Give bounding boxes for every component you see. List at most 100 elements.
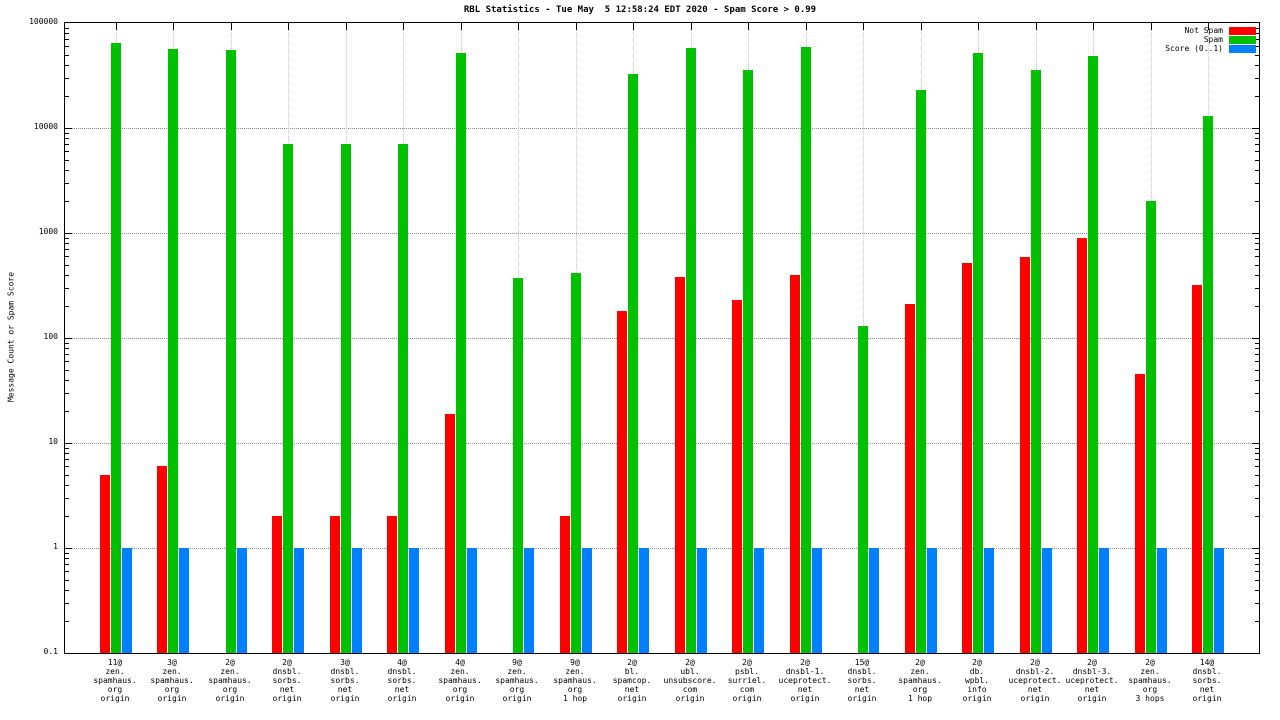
bar-not-spam bbox=[675, 277, 685, 653]
bar-spam bbox=[283, 144, 293, 653]
bar-not-spam bbox=[732, 300, 742, 653]
y-minor-tick bbox=[65, 306, 69, 307]
y-minor-tick bbox=[65, 393, 69, 394]
y-minor-tick bbox=[65, 343, 69, 344]
y-minor-tick bbox=[1255, 55, 1259, 56]
y-minor-tick bbox=[1255, 28, 1259, 29]
y-minor-tick bbox=[1255, 96, 1259, 97]
y-minor-tick bbox=[65, 144, 69, 145]
bar-score-0-1 bbox=[1042, 548, 1052, 653]
y-minor-tick bbox=[1255, 249, 1259, 250]
bar-not-spam bbox=[1020, 257, 1030, 653]
y-minor-tick bbox=[65, 28, 69, 29]
y-gridline bbox=[65, 128, 1259, 129]
y-minor-tick bbox=[65, 33, 69, 34]
bar-score-0-1 bbox=[1099, 548, 1109, 653]
y-minor-tick bbox=[65, 459, 69, 460]
bar-spam bbox=[1146, 201, 1156, 653]
legend-label: Spam bbox=[1203, 35, 1223, 44]
y-minor-tick bbox=[65, 590, 69, 591]
y-minor-tick bbox=[1255, 243, 1259, 244]
y-minor-tick bbox=[65, 55, 69, 56]
x-tick bbox=[461, 23, 462, 30]
y-minor-tick bbox=[1255, 380, 1259, 381]
y-minor-tick bbox=[1255, 256, 1259, 257]
bar-score-0-1 bbox=[122, 548, 132, 653]
y-minor-tick bbox=[1255, 138, 1259, 139]
bar-not-spam bbox=[1077, 238, 1087, 653]
y-minor-tick bbox=[65, 411, 69, 412]
x-tick bbox=[518, 23, 519, 30]
y-major-tick bbox=[65, 233, 72, 234]
y-minor-tick bbox=[65, 475, 69, 476]
y-minor-tick bbox=[65, 96, 69, 97]
legend-swatch bbox=[1229, 26, 1256, 35]
y-tick-label: 10000 bbox=[33, 122, 58, 131]
y-minor-tick bbox=[1255, 370, 1259, 371]
y-major-tick bbox=[65, 548, 72, 549]
y-minor-tick bbox=[1255, 564, 1259, 565]
x-tick-label: 2@ db. wpbl. info origin bbox=[962, 658, 992, 703]
x-tick bbox=[921, 23, 922, 30]
bar-not-spam bbox=[962, 263, 972, 653]
bar-spam bbox=[168, 49, 178, 653]
legend-item: Not Spam bbox=[1165, 26, 1256, 35]
y-minor-tick bbox=[65, 453, 69, 454]
bar-spam bbox=[1031, 70, 1041, 653]
bar-spam bbox=[1203, 116, 1213, 653]
y-gridline bbox=[65, 338, 1259, 339]
x-tick-label: 2@ zen. spamhaus. org 3 hops bbox=[1128, 658, 1172, 703]
bar-score-0-1 bbox=[1214, 548, 1224, 653]
y-gridline bbox=[65, 548, 1259, 549]
legend-item: Spam bbox=[1165, 35, 1256, 44]
y-minor-tick bbox=[1255, 144, 1259, 145]
y-minor-tick bbox=[65, 249, 69, 250]
bar-spam bbox=[628, 74, 638, 653]
y-minor-tick bbox=[65, 170, 69, 171]
x-tick bbox=[806, 23, 807, 30]
y-minor-tick bbox=[1255, 448, 1259, 449]
bar-score-0-1 bbox=[639, 548, 649, 653]
y-minor-tick bbox=[1255, 78, 1259, 79]
y-minor-tick bbox=[65, 151, 69, 152]
bar-score-0-1 bbox=[524, 548, 534, 653]
x-tick bbox=[1036, 23, 1037, 30]
y-minor-tick bbox=[1255, 466, 1259, 467]
y-minor-tick bbox=[1255, 571, 1259, 572]
y-minor-tick bbox=[65, 78, 69, 79]
bar-spam bbox=[686, 48, 696, 653]
y-minor-tick bbox=[65, 485, 69, 486]
bar-not-spam bbox=[905, 304, 915, 653]
bar-spam bbox=[801, 47, 811, 653]
x-tick-label: 4@ zen. spamhaus. org origin bbox=[438, 658, 482, 703]
x-tick-label: 2@ dnsbl-2. uceprotect. net origin bbox=[1008, 658, 1062, 703]
y-minor-tick bbox=[1255, 459, 1259, 460]
y-minor-tick bbox=[1255, 361, 1259, 362]
legend-swatch bbox=[1229, 44, 1256, 53]
x-tick-label: 3@ dnsbl. sorbs. net origin bbox=[330, 658, 360, 703]
y-minor-tick bbox=[65, 65, 69, 66]
y-minor-tick bbox=[65, 466, 69, 467]
legend: Not Spam Spam Score (0..1) bbox=[1165, 26, 1256, 53]
bar-not-spam bbox=[1135, 374, 1145, 653]
y-minor-tick bbox=[1255, 393, 1259, 394]
bar-not-spam bbox=[272, 516, 282, 653]
bar-score-0-1 bbox=[754, 548, 764, 653]
plot-area: Not Spam Spam Score (0..1) bbox=[64, 22, 1260, 654]
x-tick bbox=[116, 23, 117, 30]
y-minor-tick bbox=[1255, 485, 1259, 486]
y-tick-label: 1000 bbox=[38, 227, 58, 236]
y-minor-tick bbox=[1255, 33, 1259, 34]
y-minor-tick bbox=[65, 138, 69, 139]
x-tick bbox=[1151, 23, 1152, 30]
y-minor-tick bbox=[65, 553, 69, 554]
y-minor-tick bbox=[65, 516, 69, 517]
x-tick-label: 4@ dnsbl. sorbs. net origin bbox=[387, 658, 417, 703]
bar-score-0-1 bbox=[179, 548, 189, 653]
y-minor-tick bbox=[65, 201, 69, 202]
bar-spam bbox=[916, 90, 926, 653]
x-tick-label: 9@ zen. spamhaus. org origin bbox=[495, 658, 539, 703]
y-major-tick bbox=[1252, 548, 1259, 549]
x-tick-label: 2@ zen. spamhaus. org 1 hop bbox=[898, 658, 942, 703]
